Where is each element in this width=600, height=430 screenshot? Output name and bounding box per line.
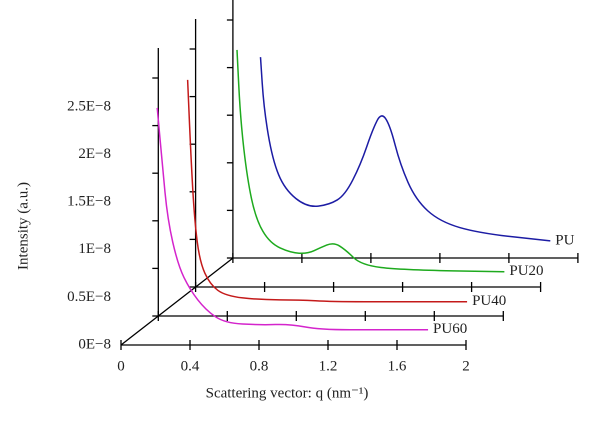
series-label: PU20 [509, 263, 543, 279]
y-tick-label: 0E−8 [78, 336, 111, 352]
series-label: PU [555, 232, 574, 248]
series-line [259, 57, 551, 242]
series-label: PU60 [433, 321, 467, 337]
y-tick-label: 1.5E−8 [67, 194, 111, 210]
x-tick-label: 1.2 [319, 358, 338, 374]
y-axis-label: Intensity (a.u.) [15, 182, 31, 270]
x-tick-label: 0.8 [250, 358, 269, 374]
x-tick-label: 0.4 [181, 358, 200, 374]
series-line [156, 107, 429, 331]
y-tick-label: 0.5E−8 [67, 289, 111, 305]
y-tick-label: 1E−8 [78, 241, 111, 257]
depth-axis [120, 257, 234, 346]
x-tick-label: 0 [117, 358, 125, 374]
x-axis-label: Scattering vector: q (nm⁻¹) [206, 385, 369, 401]
y-tick-label: 2.5E−8 [67, 98, 111, 114]
x-tick-label: 2 [462, 358, 470, 374]
series-line [186, 79, 468, 303]
y-tick-label: 2E−8 [78, 146, 111, 162]
series-line [236, 49, 505, 273]
series-label: PU40 [472, 293, 506, 309]
x-tick-label: 1.6 [388, 358, 407, 374]
